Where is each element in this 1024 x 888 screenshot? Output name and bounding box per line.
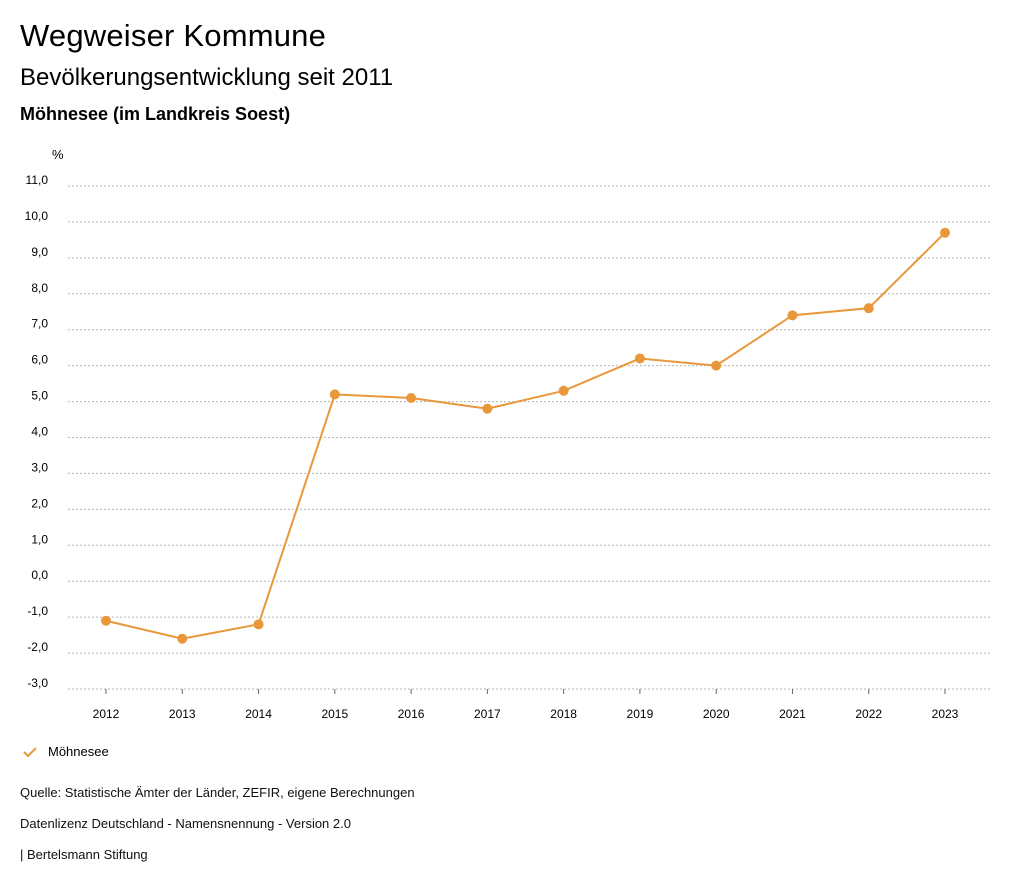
chart-subtitle: Bevölkerungsentwicklung seit 2011: [20, 64, 394, 91]
grid-lines: [68, 185, 990, 690]
series-layer: [101, 227, 950, 644]
y-tick-label: 0,0: [31, 568, 48, 582]
x-tick-label: 2023: [932, 707, 959, 721]
source-note: Quelle: Statistische Ämter der Länder, Z…: [20, 785, 415, 800]
y-tick-label: 2,0: [31, 496, 48, 510]
y-tick-label: -2,0: [27, 640, 48, 654]
license-note: Datenlizenz Deutschland - Namensnennung …: [20, 816, 351, 831]
x-tick-label: 2016: [398, 707, 425, 721]
y-tick-label: 3,0: [31, 460, 48, 474]
x-tick-label: 2019: [627, 707, 654, 721]
page-title: Wegweiser Kommune: [20, 18, 327, 53]
data-point[interactable]: [482, 403, 493, 414]
y-tick-label: 4,0: [31, 425, 48, 439]
x-tick-label: 2015: [321, 707, 348, 721]
y-tick-label: 10,0: [25, 209, 49, 223]
data-point[interactable]: [634, 353, 645, 364]
x-tick-label: 2020: [703, 707, 730, 721]
x-tick-label: 2017: [474, 707, 501, 721]
x-tick-label: 2021: [779, 707, 806, 721]
publisher-note: | Bertelsmann Stiftung: [20, 847, 148, 862]
y-tick-label: -1,0: [27, 604, 48, 618]
y-tick-label: 5,0: [31, 389, 48, 403]
x-tick-labels: 2012 2013 2014 2015 2016 2017 2018 2019 2020 2021…: [93, 689, 959, 721]
y-tick-label: 11,0: [26, 173, 49, 187]
y-tick-label: 1,0: [31, 532, 48, 546]
y-tick-label: 7,0: [31, 317, 48, 331]
y-tick-label: 6,0: [31, 353, 48, 367]
y-tick-label: 8,0: [31, 281, 48, 295]
x-tick-label: 2018: [550, 707, 577, 721]
y-tick-label: 9,0: [31, 245, 48, 259]
x-tick-label: 2022: [855, 707, 882, 721]
y-tick-labels: -3,0 -2,0 -1,0 0,0 1,0 2,0 3,0 4,0 5,0 6,0 7,0 8,0 9…: [25, 173, 49, 690]
data-point[interactable]: [787, 310, 798, 321]
data-point[interactable]: [863, 303, 874, 314]
series-line: [105, 231, 946, 640]
data-point[interactable]: [253, 619, 264, 630]
data-point[interactable]: [711, 360, 722, 371]
x-tick-label: 2013: [169, 707, 196, 721]
data-point[interactable]: [940, 227, 950, 238]
data-point[interactable]: [406, 392, 417, 403]
data-point[interactable]: [177, 633, 188, 644]
y-tick-label: -3,0: [27, 676, 48, 690]
x-tick-label: 2012: [93, 707, 120, 721]
y-axis-unit-label: %: [52, 147, 64, 162]
legend-check-icon: [23, 746, 37, 757]
region-label: Möhnesee (im Landkreis Soest): [20, 104, 291, 124]
data-point[interactable]: [101, 615, 111, 626]
data-point[interactable]: [329, 389, 340, 400]
data-point[interactable]: [558, 385, 569, 396]
line-chart: % -3,0 -2,0 -1,0 0,0 1,0 2,0 3,0 4,0 5,0 6,0 7,0 8,…: [25, 147, 990, 721]
legend[interactable]: Möhnesee: [22, 744, 109, 759]
x-tick-label: 2014: [245, 707, 272, 721]
legend-label: Möhnesee: [48, 744, 109, 759]
